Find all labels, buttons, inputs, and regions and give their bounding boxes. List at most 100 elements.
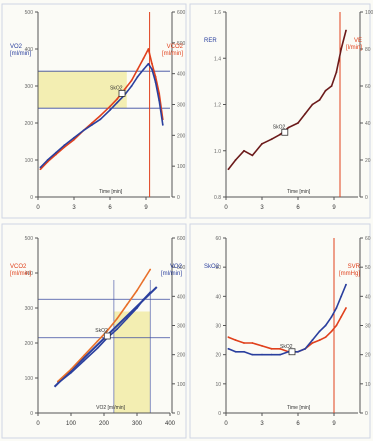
left-tick-label: 1.4 — [214, 56, 221, 62]
panel-frame-bottom-right — [189, 223, 371, 439]
data-point-blue — [55, 151, 57, 154]
data-point-blue — [142, 68, 145, 71]
data-point-darkred — [251, 154, 254, 157]
data-point-red — [243, 342, 245, 344]
data-point-blue — [39, 166, 42, 169]
data-point-blue — [136, 307, 138, 309]
annotation-marker — [118, 90, 126, 97]
data-point-blue — [270, 353, 273, 356]
left-tick-label: 300 — [25, 84, 34, 90]
data-point-blue — [154, 81, 157, 84]
data-point-blue — [297, 350, 299, 353]
x-tick-label: 6 — [296, 421, 300, 427]
data-point-orange — [136, 289, 138, 292]
data-point-red — [324, 336, 327, 339]
left-axis-label-line: [ml/min] — [10, 271, 31, 277]
panel-frame-top-right — [189, 3, 371, 219]
left-tick-label: 50 — [215, 265, 221, 271]
left-axis-label: SkO2 — [204, 264, 220, 270]
data-point-blue — [136, 75, 139, 78]
left-tick-label: 10 — [215, 382, 221, 388]
data-point-orange — [126, 303, 128, 306]
data-point-red — [151, 62, 153, 65]
left-tick-label: 200 — [25, 341, 34, 347]
data-point-blue — [147, 62, 150, 65]
x-axis-label: Time [min] — [287, 405, 311, 411]
left-tick-label: 300 — [25, 306, 34, 312]
right-tick-label: 20 — [365, 353, 371, 359]
left-tick-label: 40 — [215, 294, 221, 300]
right-axis-label-line: [mmHg] — [339, 271, 360, 277]
right-tick-label: 20 — [365, 158, 371, 164]
data-point-blue — [234, 350, 237, 353]
right-tick-label: 200 — [177, 353, 186, 359]
x-tick-label: 100 — [66, 421, 77, 427]
highlight-band — [113, 311, 151, 413]
right-axis-label-line: VCO2 — [167, 44, 184, 50]
right-tick-label: 40 — [365, 294, 371, 300]
x-tick-label: 400 — [165, 421, 176, 427]
right-axis-label: VE [l/min] — [346, 38, 362, 51]
data-point-red — [99, 114, 102, 117]
panel-frame-bottom-left — [1, 223, 187, 439]
right-tick-label: 600 — [177, 236, 186, 242]
data-point-blue — [311, 339, 314, 341]
data-point-red — [109, 105, 111, 108]
data-point-blue — [63, 144, 66, 147]
data-point-blue — [318, 330, 321, 333]
data-point-red — [154, 75, 157, 78]
right-tick-label: 300 — [177, 324, 186, 330]
data-point-darkred — [227, 168, 230, 171]
annotation-marker — [281, 128, 289, 136]
data-point-darkred — [261, 142, 263, 145]
data-point-orange — [83, 354, 86, 357]
chart-panel-top-right: 0 3 6 9 0.8 1.0 1.2 1.4 1.6 0 20 40 60 80 100 RER VE [l/m… — [204, 10, 373, 211]
data-point-darkred — [243, 149, 245, 152]
data-point-red — [311, 342, 314, 344]
x-tick-label: 300 — [132, 421, 143, 427]
data-point-darkred — [335, 71, 338, 74]
data-point-blue — [82, 129, 85, 132]
right-tick-label: 60 — [365, 236, 371, 242]
series-line-blue — [57, 291, 151, 384]
data-point-orange — [96, 340, 99, 343]
data-point-blue — [304, 347, 307, 350]
right-axis-label-line: [ml/min] — [161, 271, 182, 277]
right-axis-label: VCO2 [ml/min] — [162, 44, 184, 57]
left-tick-label: 1.6 — [214, 10, 221, 16]
data-point-red — [330, 330, 333, 333]
panel-frame-top-left — [1, 3, 187, 219]
left-axis-label-line: SkO2 — [204, 264, 220, 270]
right-tick-label: 60 — [365, 84, 371, 90]
left-axis-label: VCO2 [ml/min] — [10, 264, 31, 277]
left-tick-label: 500 — [25, 10, 34, 16]
data-point-blue — [116, 328, 119, 330]
series-line-orange — [57, 269, 151, 383]
right-tick-label: 500 — [177, 265, 186, 271]
right-tick-label: 0 — [177, 195, 180, 201]
right-axis-label-line: VO2 — [170, 264, 183, 270]
data-point-darkred — [234, 159, 237, 161]
series-line-darkred — [227, 30, 347, 170]
x-tick-label: 0 — [224, 205, 228, 211]
left-tick-label: 100 — [25, 158, 34, 164]
data-point-red — [147, 48, 150, 50]
right-tick-label: 300 — [177, 103, 186, 109]
data-point-darkred — [270, 138, 273, 141]
chart-panel-bottom-left: 0 100 200 300 400010020030040050001002003004… — [10, 236, 186, 427]
x-tick-label: 3 — [72, 205, 76, 211]
x-tick-label: 9 — [332, 421, 336, 427]
data-point-blue — [126, 317, 128, 320]
data-point-red — [251, 342, 254, 344]
data-point-blue — [70, 371, 72, 374]
right-tick-label: 100 — [177, 164, 186, 170]
data-point-blue — [46, 159, 49, 161]
data-point-darkred — [318, 98, 321, 101]
data-point-blue — [243, 350, 245, 353]
data-point-blue — [83, 359, 86, 362]
data-point-blue — [151, 68, 153, 71]
data-point-red — [234, 339, 237, 341]
data-point-blue — [109, 109, 111, 111]
data-point-blue — [261, 353, 263, 356]
